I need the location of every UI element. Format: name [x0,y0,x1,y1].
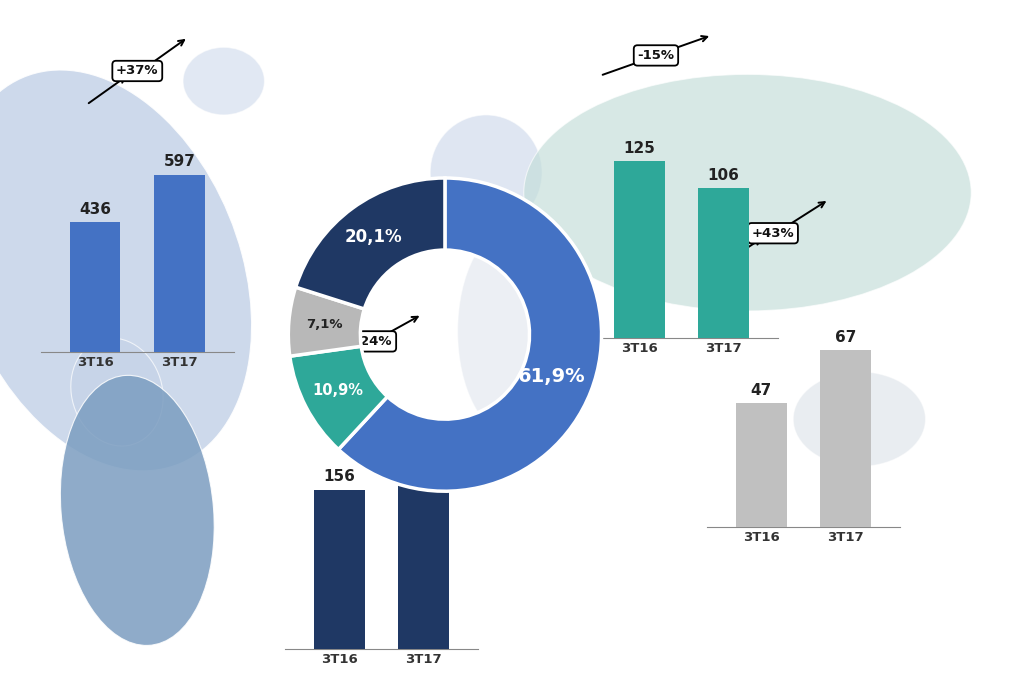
Wedge shape [290,346,387,450]
Text: 597: 597 [164,154,195,170]
Ellipse shape [183,47,264,115]
Text: +24%: +24% [350,335,393,348]
Text: 156: 156 [323,469,355,484]
Ellipse shape [71,338,163,446]
Text: 61,9%: 61,9% [518,367,585,386]
Bar [399,452,448,649]
Wedge shape [289,287,364,356]
Text: 47: 47 [751,383,772,398]
Text: 67: 67 [835,330,856,345]
Ellipse shape [430,115,542,230]
Text: 20,1%: 20,1% [345,228,403,246]
Text: +37%: +37% [116,64,159,78]
Bar [155,174,204,352]
Bar [821,350,871,527]
Bar [70,222,120,352]
Text: 10,9%: 10,9% [312,383,363,398]
Text: 125: 125 [623,141,655,156]
Text: 436: 436 [79,202,111,217]
Ellipse shape [524,74,971,311]
Wedge shape [296,178,445,309]
Bar [614,161,664,338]
Bar [314,490,364,649]
Wedge shape [339,178,601,491]
Bar [736,404,786,527]
Text: +43%: +43% [752,226,794,240]
Text: -15%: -15% [638,49,674,62]
Text: 106: 106 [708,168,739,183]
Ellipse shape [60,375,215,646]
Bar [699,188,749,338]
Ellipse shape [793,372,925,466]
Ellipse shape [0,70,251,470]
Text: 194: 194 [408,431,439,445]
Text: 7,1%: 7,1% [306,318,343,331]
Ellipse shape [458,226,570,436]
